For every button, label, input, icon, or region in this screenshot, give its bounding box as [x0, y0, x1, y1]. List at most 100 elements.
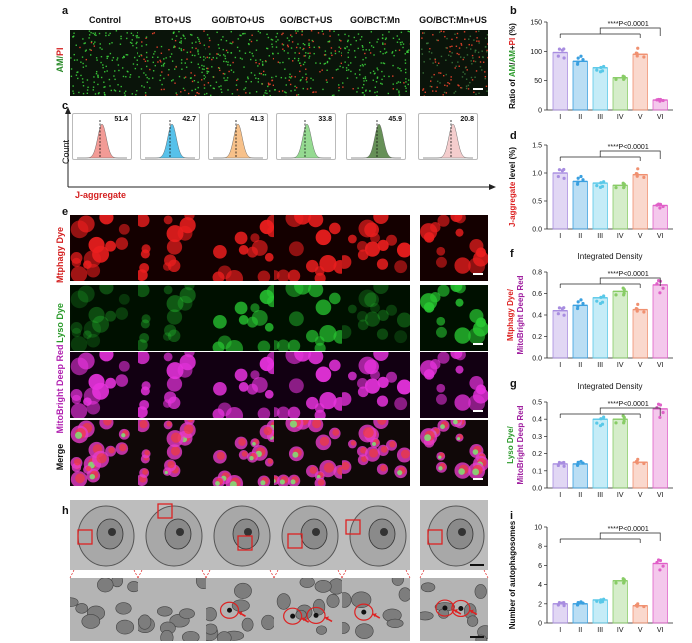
x-tick-label: IV — [617, 114, 624, 121]
flow-value: 42.7 — [182, 116, 196, 123]
tem-zoom-image — [342, 578, 410, 641]
data-point — [557, 47, 562, 51]
j-aggregate-axis-label: J-aggregate — [75, 190, 127, 200]
tem-zoom-image — [70, 578, 138, 641]
column-header-bto-us: BTO+US — [154, 15, 192, 25]
flow-histogram: 51.4 — [72, 113, 132, 160]
x-tick-label: VI — [657, 492, 664, 499]
y-tick-label: 8 — [538, 544, 542, 551]
am-pi-image — [138, 30, 206, 96]
flow-histogram: 33.8 — [276, 113, 336, 160]
x-tick-label: I — [559, 114, 561, 121]
data-point — [557, 168, 562, 172]
am-pi-image — [70, 30, 138, 96]
tem-zoom-image — [206, 578, 274, 641]
data-point — [655, 203, 659, 207]
significance-label: ****P<0.0001 — [608, 144, 649, 151]
data-point — [621, 74, 625, 78]
y-tick-label: 0.1 — [532, 468, 542, 475]
row-label-merge: Merge — [55, 443, 65, 471]
bar — [572, 181, 588, 230]
y-axis-label: Number of autophagosomes — [508, 520, 517, 629]
y-tick-label: 1.5 — [532, 143, 542, 150]
confocal-image — [274, 285, 342, 351]
data-point — [634, 51, 638, 55]
bar — [632, 174, 648, 230]
bar — [572, 60, 588, 111]
x-tick-label: II — [578, 627, 582, 634]
significance-bracket — [599, 532, 661, 541]
flow-value: 20.8 — [460, 116, 474, 123]
y-tick-label: 2 — [538, 601, 542, 608]
confocal-image — [70, 420, 138, 486]
data-point — [575, 182, 580, 186]
bar — [632, 309, 648, 359]
bar — [572, 603, 588, 624]
bar — [592, 297, 608, 359]
data-point — [636, 167, 640, 171]
scale-bar — [473, 478, 483, 480]
bar — [652, 563, 668, 624]
data-point — [635, 461, 639, 465]
y-tick-label: 150 — [530, 20, 542, 27]
x-tick-label: II — [578, 233, 582, 240]
scale-bar — [473, 273, 483, 275]
bar — [612, 77, 628, 111]
flow-histogram: 41.3 — [208, 113, 268, 160]
confocal-image — [342, 285, 410, 351]
flow-histogram: 45.9 — [346, 113, 406, 160]
data-point — [575, 306, 580, 311]
y-axis-label: J-aggregate level (%) — [508, 147, 517, 227]
data-point — [576, 300, 580, 304]
data-point — [636, 457, 640, 462]
flow-histogram: 42.7 — [140, 113, 200, 160]
confocal-image — [138, 420, 206, 486]
data-point — [635, 309, 639, 313]
tem-cell-image — [342, 500, 410, 570]
data-point — [576, 56, 580, 60]
data-point — [575, 463, 580, 467]
y-tick-label: 10 — [534, 525, 542, 532]
data-point — [581, 601, 585, 605]
flow-value: 45.9 — [388, 116, 402, 123]
data-point — [658, 206, 662, 210]
data-point — [621, 286, 625, 290]
data-point — [576, 304, 580, 308]
tem-cell-image — [274, 500, 342, 570]
bar — [552, 172, 568, 230]
data-point — [562, 47, 566, 51]
x-tick-label: I — [559, 233, 561, 240]
confocal-image — [420, 285, 488, 351]
y-axis-label-line1: Lyso Dye/ — [506, 425, 515, 463]
bar — [652, 284, 668, 359]
data-point — [556, 312, 560, 316]
x-tick-label: II — [578, 114, 582, 121]
data-point — [658, 202, 663, 206]
data-point — [562, 460, 566, 465]
scale-bar — [473, 410, 483, 412]
significance-bracket — [559, 283, 641, 288]
y-tick-label: 1.0 — [532, 171, 542, 178]
x-tick-label: II — [578, 492, 582, 499]
row-label-am-pi: AM/PI — [55, 40, 65, 80]
x-tick-label: IV — [617, 233, 624, 240]
data-point — [581, 301, 585, 306]
tem-cell-image — [70, 500, 138, 570]
bar — [592, 67, 608, 111]
confocal-image — [342, 215, 410, 281]
data-point — [658, 415, 662, 420]
chart-d-j-aggregate: 0.00.51.01.5I II III IV V VI****P<0.0001J-agg… — [508, 143, 673, 240]
column-header-go-bto-us: GO/BTO+US — [211, 15, 265, 25]
x-tick-label: V — [638, 627, 643, 634]
confocal-image — [274, 215, 342, 281]
am-pi-image — [420, 30, 488, 96]
data-point — [598, 70, 603, 74]
data-point — [635, 54, 639, 58]
y-tick-label: 0.8 — [532, 270, 542, 277]
data-point — [642, 461, 646, 466]
bar — [552, 463, 568, 489]
x-tick-label: III — [597, 492, 603, 499]
y-tick-label: 0.0 — [532, 486, 542, 493]
data-point — [661, 286, 665, 290]
confocal-image — [274, 352, 342, 418]
